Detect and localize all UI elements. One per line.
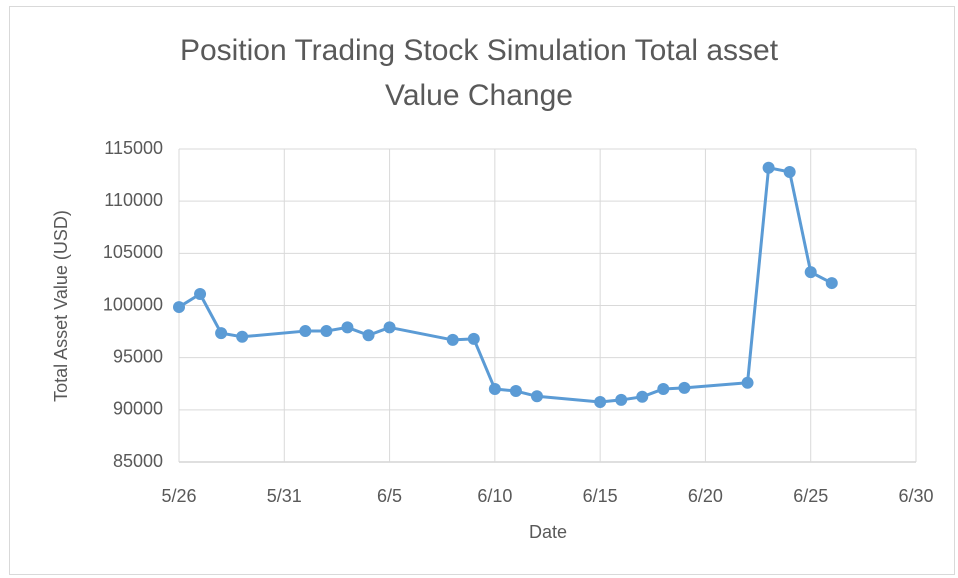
y-tick-label: 90000 xyxy=(113,399,163,419)
x-tick-label: 6/30 xyxy=(898,486,933,506)
y-tick-label: 100000 xyxy=(103,294,163,314)
data-point xyxy=(299,325,312,338)
y-tick-label: 105000 xyxy=(103,242,163,262)
y-tick-label: 95000 xyxy=(113,346,163,366)
data-point xyxy=(762,161,775,174)
x-tick-label: 6/5 xyxy=(377,486,402,506)
data-point xyxy=(320,325,333,338)
data-point xyxy=(446,333,459,346)
data-point xyxy=(488,382,501,395)
data-point xyxy=(467,332,480,345)
data-point xyxy=(194,288,207,301)
data-point xyxy=(636,390,649,403)
x-tick-label: 6/15 xyxy=(583,486,618,506)
data-point xyxy=(509,385,522,398)
data-point xyxy=(741,376,754,389)
data-point xyxy=(383,321,396,334)
data-point xyxy=(804,266,817,279)
data-point xyxy=(530,390,543,403)
data-point xyxy=(341,321,354,334)
chart-title: Position Trading Stock Simulation Total … xyxy=(179,34,779,112)
y-tick-label: 115000 xyxy=(104,138,163,158)
data-point xyxy=(783,165,796,178)
data-point xyxy=(173,301,185,314)
x-tick-label: 6/25 xyxy=(793,486,828,506)
data-point xyxy=(594,396,607,409)
x-tick-label: 5/31 xyxy=(267,486,302,506)
data-line xyxy=(178,166,833,404)
data-point xyxy=(362,329,375,342)
y-tick-label: 85000 xyxy=(113,451,163,471)
x-tick-label: 6/10 xyxy=(477,486,512,506)
x-axis-label: Date xyxy=(529,522,567,542)
data-point xyxy=(236,330,249,343)
data-point xyxy=(657,382,670,395)
data-point xyxy=(825,277,838,290)
x-tick-label: 6/20 xyxy=(688,486,723,506)
x-tick-label: 5/26 xyxy=(161,486,196,506)
data-point xyxy=(678,381,691,394)
y-tick-label: 110000 xyxy=(104,190,163,210)
y-axis-label: Total Asset Value (USD) xyxy=(51,210,71,402)
data-point xyxy=(215,327,228,340)
chart-border xyxy=(9,6,955,575)
data-point xyxy=(615,393,628,406)
